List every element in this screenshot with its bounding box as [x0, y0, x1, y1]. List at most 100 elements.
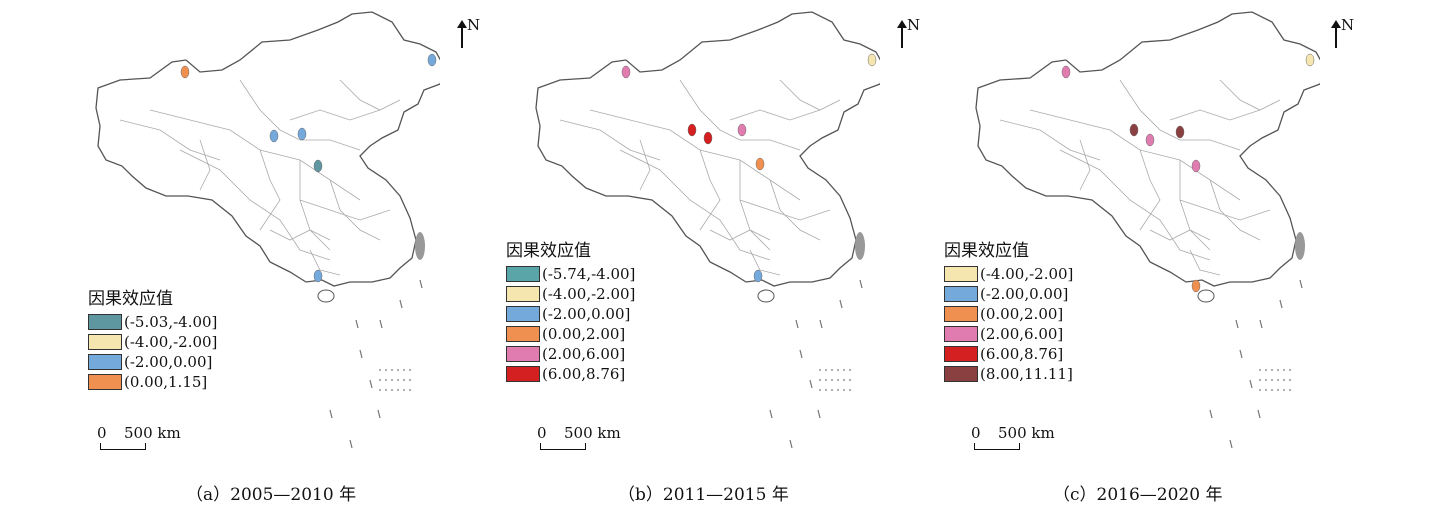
- island-dot: [1289, 369, 1291, 371]
- country-outline: [535, 11, 880, 287]
- scale-label: 500 km: [564, 424, 621, 442]
- province-border: [1149, 229, 1211, 241]
- legend-label: (-5.03,-4.00]: [124, 313, 218, 331]
- island-dot: [379, 369, 381, 371]
- island-dot: [1277, 369, 1279, 371]
- island-dot: [825, 369, 827, 371]
- legend-swatch: [944, 306, 978, 322]
- island-dot: [397, 369, 399, 371]
- island-dot: [819, 369, 821, 371]
- boundary-dash: [809, 379, 813, 389]
- legend-swatch: [88, 334, 122, 350]
- province-border: [259, 149, 281, 231]
- boundary-dash: [419, 279, 423, 289]
- legend-label: (0.00,1.15]: [124, 373, 208, 391]
- island-dot: [391, 369, 393, 371]
- island-dot: [1259, 369, 1261, 371]
- island-dot: [385, 369, 387, 371]
- province-border: [1139, 149, 1161, 231]
- legend-items: (-5.03,-4.00] (-4.00,-2.00] (-2.00,0.00] (0…: [88, 312, 217, 392]
- legend-label: (-2.00,0.00]: [980, 285, 1069, 303]
- legend-label: (2.00,6.00]: [542, 345, 626, 363]
- highlight-region: [1061, 65, 1071, 79]
- island-hainan: [757, 289, 775, 303]
- island-dot: [385, 379, 387, 381]
- legend-item: (2.00,6.00]: [506, 344, 635, 364]
- legend-item: (-5.03,-4.00]: [88, 312, 217, 332]
- boundary-dash: [769, 409, 773, 419]
- province-border: [309, 249, 341, 276]
- legend-item: (-4.00,-2.00]: [944, 264, 1073, 284]
- province-border: [299, 160, 331, 251]
- boundary-dash: [359, 349, 363, 359]
- boundary-dash: [817, 409, 821, 419]
- island-dot: [837, 379, 839, 381]
- legend-label: (0.00,2.00]: [980, 305, 1064, 323]
- country-outline: [975, 11, 1320, 287]
- legend-swatch: [506, 286, 540, 302]
- legend-label: (6.00,8.76]: [980, 345, 1064, 363]
- scale-label: 500 km: [124, 424, 181, 442]
- province-border: [739, 160, 771, 251]
- island-dot: [837, 389, 839, 391]
- boundary-dash: [355, 319, 359, 329]
- island-dot: [819, 389, 821, 391]
- legend-label: (-5.74,-4.00]: [542, 265, 636, 283]
- island-dot: [379, 389, 381, 391]
- island-dot: [409, 389, 411, 391]
- province-border: [179, 149, 331, 261]
- highlight-region: [313, 269, 323, 283]
- highlight-region: [1145, 133, 1155, 147]
- island-dot: [409, 369, 411, 371]
- highlight-region: [427, 53, 437, 67]
- legend-item: (-2.00,0.00]: [506, 304, 635, 324]
- island-dot: [1289, 379, 1291, 381]
- legend-title: 因果效应值: [944, 241, 1029, 261]
- boundary-dash: [789, 439, 793, 449]
- island-dot: [403, 369, 405, 371]
- island-dot: [843, 379, 845, 381]
- boundary-dash: [799, 349, 803, 359]
- province-border: [769, 179, 821, 241]
- scale-bar-line: [974, 443, 1020, 450]
- boundary-dash: [1249, 379, 1253, 389]
- legend-label: (-4.00,-2.00]: [980, 265, 1074, 283]
- china-map-c: [975, 11, 1320, 449]
- island-hainan: [1197, 289, 1215, 303]
- highlight-region: [1191, 279, 1201, 293]
- panel-caption: （b）2011—2015 年: [618, 485, 789, 505]
- legend-label: (-2.00,0.00]: [542, 305, 631, 323]
- island-dot: [849, 369, 851, 371]
- boundary-dash: [399, 299, 403, 309]
- province-border: [199, 139, 211, 191]
- scale-zero: 0: [971, 424, 981, 442]
- island-dot: [1271, 389, 1273, 391]
- legend-swatch: [88, 374, 122, 390]
- island-dot: [1265, 389, 1267, 391]
- legend-swatch: [944, 366, 978, 382]
- highlight-region: [753, 269, 763, 283]
- island-dot: [379, 379, 381, 381]
- legend-swatch: [506, 326, 540, 342]
- highlight-region: [621, 65, 631, 79]
- province-border: [1059, 149, 1211, 261]
- island-dot: [831, 389, 833, 391]
- province-border: [779, 79, 841, 111]
- china-map-a: [95, 11, 440, 449]
- island-taiwan: [415, 232, 425, 260]
- highlight-region: [269, 129, 279, 143]
- panel-caption: （c）2016—2020 年: [1053, 485, 1223, 505]
- legend-item: (-2.00,0.00]: [944, 284, 1073, 304]
- legend-swatch: [506, 366, 540, 382]
- province-border: [1219, 79, 1281, 111]
- island-dot: [1289, 389, 1291, 391]
- boundary-dash: [1239, 349, 1243, 359]
- highlight-region: [1305, 53, 1315, 67]
- island-dot: [849, 389, 851, 391]
- island-dot: [849, 379, 851, 381]
- province-border: [1209, 179, 1261, 241]
- highlight-region: [313, 159, 323, 173]
- island-dot: [409, 379, 411, 381]
- legend-label: (-4.00,-2.00]: [542, 285, 636, 303]
- highlight-region: [1191, 159, 1201, 173]
